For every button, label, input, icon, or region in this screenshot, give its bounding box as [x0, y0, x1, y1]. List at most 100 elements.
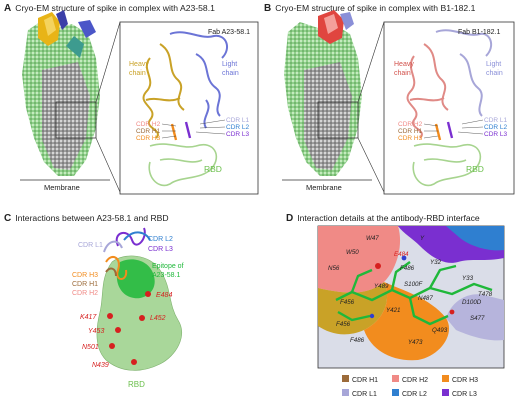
light-chain-ribbon-a	[169, 31, 229, 129]
cdr-l2-label-a: CDR L2	[226, 124, 250, 131]
residue-label-y453: Y453	[88, 328, 104, 335]
residue-label-d-1: Y	[420, 235, 425, 242]
cdr-l1-loop-c	[103, 240, 123, 253]
cdr-h1-label-b: CDR H1	[398, 128, 423, 135]
zoom-line-a1	[95, 21, 121, 103]
legend-label-cdr-h1: CDR H1	[352, 377, 378, 384]
rbd-label-b: RBD	[466, 164, 484, 174]
spike-density-a	[22, 22, 100, 176]
cdr-l2-label-c: CDR L2	[148, 236, 173, 243]
cdr-l3-leader-b	[457, 131, 484, 135]
residue-label-d-19: Q493	[432, 327, 448, 334]
cdr-h3-loop-c	[105, 255, 128, 280]
cdr-l1-label-a: CDR L1	[226, 117, 250, 124]
cdr-h3-label-a: CDR H3	[136, 135, 161, 142]
heavy-chain-ribbon-a	[142, 43, 185, 139]
cdr-l3-leader-a	[195, 131, 226, 135]
residue-label-d-8: S100F	[404, 281, 423, 288]
residue-label-d-17: F486	[350, 337, 365, 344]
residue-label-d-5: F486	[400, 265, 415, 272]
light-label-a1: Light	[222, 61, 237, 68]
cdr-h3-label-b: CDR H3	[398, 135, 423, 142]
panel-b-letter: B	[264, 3, 272, 14]
legend-swatch-cdr-h1	[342, 375, 349, 382]
panel-c: CDR L1 CDR L2 CDR L3 CDR H3 CDR H1 CDR H…	[72, 227, 184, 389]
rbd-surface-c	[96, 255, 182, 371]
residue-spot-n439	[131, 359, 137, 365]
legend-swatch-cdr-l1	[342, 389, 349, 396]
legend-swatch-cdr-h2	[392, 375, 399, 382]
residue-labels-d: W47 Y W50 E484 N56 F486 Y32 Y489 S100F N…	[328, 235, 493, 346]
fab-label-a: Fab A23-58.1	[208, 29, 250, 36]
residue-label-d-2: W50	[346, 249, 359, 256]
detail-box-b	[383, 21, 515, 195]
cdr-h2-leader-b	[423, 123, 439, 127]
residue-label-d-0: W47	[366, 235, 379, 242]
residue-spot-l452	[139, 315, 145, 321]
rbd-ribbon-a	[148, 143, 218, 187]
membrane-label-b: Membrane	[306, 183, 342, 192]
panel-d-title: D Interaction details at the antibody-RBD…	[286, 213, 480, 224]
cdr-l3-ribbon-b	[446, 121, 454, 139]
panel-d: W47 Y W50 E484 N56 F486 Y32 Y489 S100F N…	[317, 225, 505, 398]
heavy-label-b1: Heavy	[394, 61, 414, 68]
spike-density-b	[284, 22, 362, 176]
residue-label-d-18: Y473	[408, 339, 423, 346]
residue-label-n501: N501	[82, 344, 99, 351]
legend-label-cdr-l3: CDR L3	[452, 391, 477, 398]
residue-label-d-14: Y421	[386, 307, 400, 314]
residue-label-d-16: S477	[470, 315, 485, 322]
legend-swatch-cdr-l3	[442, 389, 449, 396]
residue-label-d-7: Y489	[374, 283, 389, 290]
cdr-l2-leader-b	[461, 126, 484, 129]
cdr-h3-label-c: CDR H3	[72, 272, 98, 279]
residue-atoms-d	[369, 255, 455, 319]
cdr-l3-label-c: CDR L3	[148, 246, 173, 253]
heavy-label-a2: chain	[129, 70, 146, 77]
cdr-h1-loop-c	[105, 267, 117, 277]
cdr-l3-label-b: CDR L3	[484, 131, 508, 138]
cdr-l3-label-a: CDR L3	[226, 131, 250, 138]
cdr-h3-ribbon-a	[170, 123, 178, 141]
rbd-ribbon-b	[412, 143, 482, 187]
residue-label-d-12: F456	[340, 299, 355, 306]
cdr-l1-leader-a	[199, 119, 226, 125]
cdr-l3-ribbon-a	[184, 121, 192, 139]
panel-a-letter: A	[4, 3, 12, 14]
cdr-l1-label-c: CDR L1	[78, 242, 103, 249]
zoom-line-b2	[357, 137, 385, 193]
panel-d-letter: D	[286, 213, 294, 224]
cdr-h3-leader-b	[423, 135, 439, 139]
legend-label-cdr-h3: CDR H3	[452, 377, 478, 384]
light-chain-ribbon-b	[435, 29, 493, 117]
surface-d	[318, 226, 504, 361]
residue-label-d-13: D100D	[462, 299, 482, 306]
residue-labels-c: E484 K417 L452 Y453 N501 N439	[80, 292, 172, 369]
epitope-label-c1: Epitope of	[152, 263, 184, 270]
cdr-h1-label-a: CDR H1	[136, 128, 161, 135]
cdr-h1-label-c: CDR H1	[72, 281, 98, 288]
cdr-h2-label-a: CDR H2	[136, 121, 161, 128]
panel-d-title-text: Interaction details at the antibody-RBD …	[297, 213, 480, 223]
membrane-label-a: Membrane	[44, 183, 80, 192]
panel-b: Membrane Fab B1-182.1 Heavy chain Light …	[282, 10, 515, 195]
residue-label-d-6: Y32	[430, 259, 442, 266]
fab-label-b: Fab B1-182.1	[458, 29, 501, 36]
cdr-l1-leader-b	[461, 119, 484, 125]
residue-spot-e484	[145, 291, 151, 297]
light-label-b2: chain	[486, 70, 503, 77]
panel-c-title-text: Interactions between A23-58.1 and RBD	[15, 213, 169, 223]
panel-c-title: C Interactions between A23-58.1 and RBD	[4, 213, 169, 224]
cdr-l2-loop-c	[123, 231, 151, 241]
heavy-chain-ribbon-b	[406, 43, 449, 139]
residue-label-n439: N439	[92, 362, 109, 369]
residue-sticks-d	[335, 261, 493, 326]
zoom-line-a2	[95, 137, 121, 193]
rbd-label-c: RBD	[128, 380, 145, 389]
cdr-l3-loop-c	[115, 227, 146, 247]
fab-density-b	[318, 10, 354, 44]
residue-label-d-9: N487	[418, 295, 433, 302]
panel-b-title: B Cryo-EM structure of spike in complex w…	[264, 3, 475, 14]
legend-d: CDR H1 CDR H2 CDR H3 CDR L1 CDR L2 CDR L…	[342, 375, 478, 398]
cdr-l2-leader-a	[199, 126, 226, 129]
